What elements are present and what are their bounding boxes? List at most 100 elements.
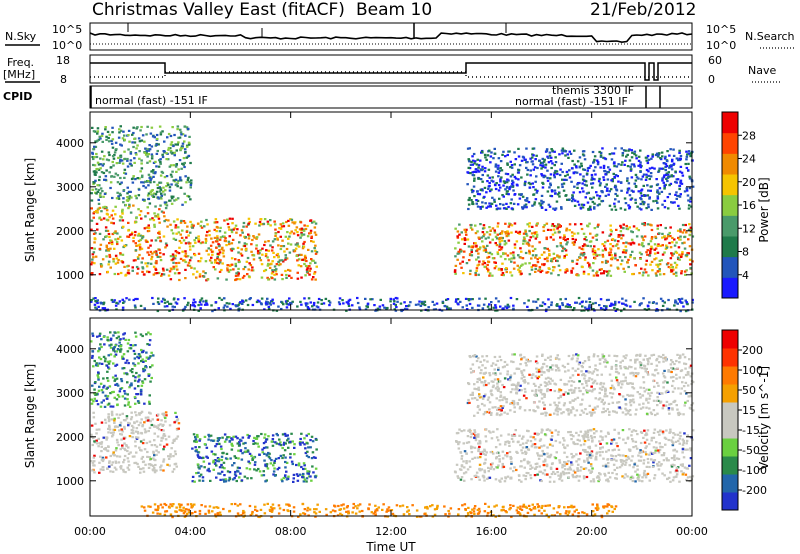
data-cell (169, 302, 173, 305)
data-cell (133, 421, 136, 425)
data-cell (209, 248, 213, 251)
data-cell (591, 177, 595, 181)
data-cell (150, 255, 154, 258)
data-cell (101, 132, 104, 135)
data-cell (127, 468, 131, 471)
data-cell (93, 460, 96, 463)
data-cell (273, 273, 276, 276)
data-cell (276, 468, 279, 471)
data-cell (97, 188, 101, 192)
data-cell (677, 246, 681, 249)
data-cell (254, 222, 257, 225)
data-cell (564, 297, 567, 301)
data-cell (109, 181, 113, 184)
data-cell (158, 181, 161, 184)
data-cell (501, 272, 505, 275)
data-cell (546, 179, 550, 182)
data-cell (546, 473, 549, 476)
data-cell (506, 303, 510, 306)
data-cell (565, 243, 568, 246)
data-cell (113, 231, 116, 235)
data-cell (622, 242, 625, 245)
data-cell (494, 184, 497, 187)
data-cell (137, 432, 140, 435)
data-cell (513, 175, 517, 178)
data-cell (474, 436, 478, 439)
data-cell (685, 187, 688, 190)
data-cell (501, 262, 504, 265)
data-cell (287, 268, 290, 272)
data-cell (673, 304, 676, 307)
data-cell (147, 173, 151, 176)
data-cell (639, 161, 642, 164)
data-cell (184, 148, 187, 151)
data-cell (168, 464, 171, 467)
data-cell (656, 244, 660, 247)
data-cell (181, 142, 185, 145)
data-cell (551, 162, 554, 165)
data-cell (560, 206, 563, 209)
data-cell (129, 347, 133, 350)
data-cell (253, 436, 256, 439)
data-cell (289, 243, 293, 246)
data-cell (657, 152, 661, 155)
data-cell (232, 228, 235, 231)
data-cell (454, 264, 458, 267)
data-cell (261, 247, 264, 250)
data-cell (90, 340, 93, 343)
data-cell (139, 238, 142, 242)
data-cell (156, 418, 160, 421)
data-cell (128, 422, 131, 425)
data-cell (133, 304, 137, 307)
data-cell (623, 163, 626, 166)
data-cell (645, 259, 648, 262)
data-cell (506, 254, 510, 257)
data-cell (562, 473, 566, 476)
data-cell (511, 184, 515, 187)
data-cell (519, 270, 522, 273)
data-cell (307, 432, 310, 436)
data-cell (678, 253, 681, 256)
data-cell (267, 259, 270, 262)
data-cell (118, 390, 122, 393)
data-cell (152, 469, 155, 472)
data-cell (253, 463, 257, 466)
data-cell (114, 238, 117, 241)
data-cell (231, 444, 234, 447)
data-cell (454, 300, 458, 303)
data-cell (479, 188, 483, 191)
data-cell (554, 169, 557, 173)
data-cell (137, 412, 141, 415)
data-cell (193, 305, 197, 308)
data-cell (133, 364, 137, 367)
data-cell (682, 305, 685, 308)
data-cell (114, 262, 118, 265)
freq-unit-label: [MHz] (3, 68, 35, 81)
data-cell (221, 262, 224, 265)
data-cell (510, 260, 513, 263)
data-cell (477, 170, 481, 173)
data-cell (163, 140, 166, 143)
data-cell (613, 239, 617, 242)
data-cell (483, 448, 486, 451)
data-cell (420, 309, 423, 312)
data-cell (234, 435, 238, 438)
data-cell (104, 175, 108, 178)
data-cell (218, 442, 221, 445)
data-cell (642, 222, 645, 226)
data-cell (591, 200, 595, 204)
data-cell (531, 249, 535, 252)
data-cell (107, 263, 110, 266)
data-cell (148, 160, 152, 163)
data-cell (578, 302, 582, 305)
data-cell (518, 232, 521, 235)
data-cell (114, 254, 118, 257)
data-cell (456, 252, 459, 255)
data-cell (619, 459, 623, 462)
data-cell (645, 453, 648, 456)
data-cell (259, 259, 263, 262)
data-cell (564, 174, 567, 178)
data-cell (650, 208, 653, 211)
data-cell (667, 171, 670, 174)
data-cell (124, 448, 127, 452)
